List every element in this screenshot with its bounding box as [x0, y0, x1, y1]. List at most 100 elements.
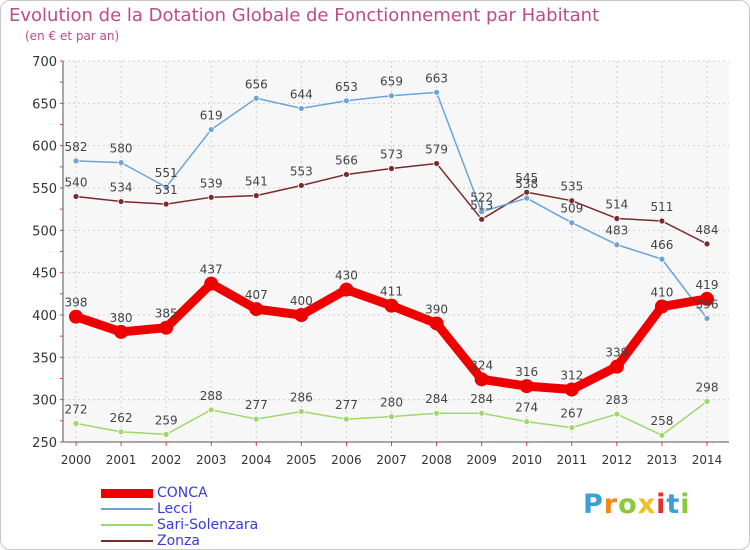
plot-area — [63, 61, 729, 442]
legend-item: Zonza — [101, 533, 258, 549]
data-label-lecci: 483 — [605, 224, 628, 238]
data-label-sari-solenzara: 288 — [200, 389, 223, 403]
data-point-conca — [249, 302, 264, 317]
y-tick-label: 600 — [32, 140, 57, 155]
data-label-conca: 385 — [155, 307, 178, 321]
data-point-lecci — [433, 88, 440, 96]
data-label-conca: 390 — [425, 302, 448, 316]
data-point-zonza — [388, 165, 395, 172]
data-label-sari-solenzara: 284 — [470, 392, 493, 406]
data-point-sari-solenzara — [703, 397, 711, 405]
logo-letter: r — [603, 489, 619, 520]
legend-swatch — [101, 508, 153, 510]
logo-letter: P — [583, 489, 604, 520]
data-point-zonza — [72, 193, 80, 200]
data-label-lecci: 653 — [335, 80, 358, 94]
x-tick-label: 2009 — [466, 453, 497, 467]
data-point-zonza — [613, 215, 621, 222]
data-label-lecci: 580 — [110, 142, 133, 156]
data-point-zonza — [658, 217, 666, 225]
x-tick-label: 2007 — [376, 453, 407, 467]
x-tick-label: 2001 — [106, 453, 137, 467]
data-label-conca: 312 — [560, 369, 583, 383]
legend-item: Sari-Solenzara — [101, 517, 258, 533]
data-label-conca: 430 — [335, 269, 358, 283]
data-label-conca: 411 — [380, 285, 403, 299]
data-point-sari-solenzara — [658, 431, 666, 439]
data-point-zonza — [433, 160, 440, 167]
data-point-lecci — [388, 92, 395, 100]
x-tick-label: 2011 — [557, 453, 588, 467]
x-tick-label: 2013 — [647, 453, 678, 467]
logo-letter: x — [637, 489, 657, 520]
legend-swatch — [101, 524, 153, 526]
data-label-conca: 400 — [290, 294, 313, 308]
data-point-conca — [519, 379, 534, 394]
data-label-zonza: 540 — [65, 175, 88, 189]
data-point-lecci — [297, 105, 305, 112]
data-point-lecci — [117, 159, 125, 167]
data-label-lecci: 644 — [290, 87, 313, 101]
data-label-conca: 437 — [200, 263, 223, 277]
data-point-zonza — [343, 171, 350, 178]
data-label-lecci: 656 — [245, 77, 268, 91]
y-tick-label: 300 — [32, 394, 57, 409]
logo-letter: o — [618, 489, 638, 520]
data-point-conca — [69, 309, 83, 324]
x-tick-label: 2004 — [241, 453, 272, 467]
data-label-sari-solenzara: 267 — [560, 407, 583, 421]
x-tick-label: 2012 — [602, 453, 633, 467]
data-point-conca — [159, 320, 174, 335]
data-point-conca — [114, 324, 129, 339]
data-point-sari-solenzara — [343, 415, 350, 423]
y-tick-label: 650 — [32, 97, 57, 112]
data-label-conca: 339 — [605, 346, 628, 360]
logo-letter: i — [680, 489, 691, 520]
data-label-lecci: 619 — [200, 109, 223, 123]
data-label-zonza: 513 — [470, 198, 493, 212]
data-label-conca: 398 — [65, 296, 88, 310]
data-label-conca: 419 — [696, 278, 719, 292]
data-point-sari-solenzara — [478, 409, 486, 417]
y-tick-label: 550 — [32, 182, 57, 197]
data-point-zonza — [568, 197, 576, 205]
data-label-lecci: 582 — [65, 140, 88, 154]
data-label-sari-solenzara: 274 — [515, 401, 538, 415]
data-point-zonza — [117, 198, 125, 205]
y-tick-label: 700 — [32, 55, 57, 70]
data-point-conca — [429, 316, 444, 331]
data-label-sari-solenzara: 283 — [605, 393, 628, 407]
data-point-zonza — [207, 193, 215, 201]
chart-subtitle: (en € et par an) — [25, 29, 120, 43]
data-point-sari-solenzara — [433, 409, 440, 417]
data-label-sari-solenzara: 286 — [290, 391, 313, 405]
data-point-conca — [339, 282, 354, 297]
data-label-zonza: 531 — [155, 183, 178, 197]
data-label-zonza: 553 — [290, 164, 313, 178]
legend-label: Zonza — [157, 533, 200, 549]
data-label-lecci: 663 — [425, 71, 448, 85]
data-point-sari-solenzara — [388, 413, 395, 421]
data-label-zonza: 579 — [425, 142, 448, 156]
data-label-zonza: 539 — [200, 176, 223, 190]
data-label-zonza: 541 — [245, 175, 268, 189]
data-point-conca — [609, 359, 624, 374]
data-point-zonza — [252, 192, 260, 200]
data-label-zonza: 534 — [110, 181, 133, 195]
data-point-sari-solenzara — [523, 418, 531, 426]
data-point-lecci — [207, 126, 215, 133]
data-label-conca: 407 — [245, 288, 268, 302]
data-label-zonza: 545 — [515, 171, 538, 185]
legend-swatch — [101, 540, 153, 542]
data-point-lecci — [478, 208, 486, 216]
data-label-lecci: 509 — [560, 202, 583, 216]
data-point-sari-solenzara — [207, 406, 215, 414]
logo-letter: i — [656, 489, 667, 520]
data-point-conca — [384, 298, 399, 313]
y-tick-label: 350 — [32, 351, 57, 366]
data-label-sari-solenzara: 298 — [696, 380, 719, 394]
y-tick-label: 450 — [32, 267, 57, 282]
data-point-conca — [564, 382, 579, 397]
data-point-conca — [700, 291, 714, 306]
